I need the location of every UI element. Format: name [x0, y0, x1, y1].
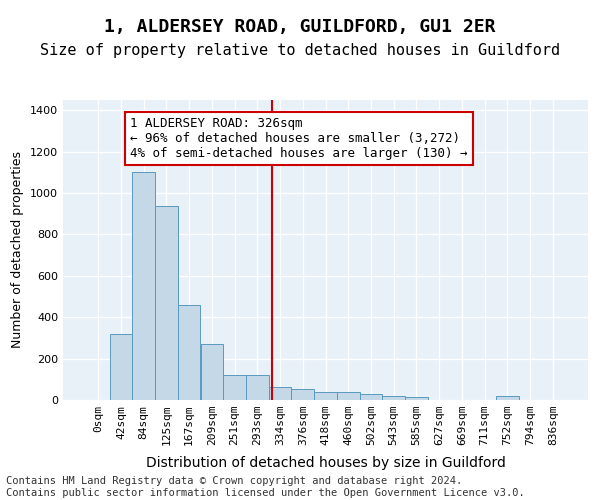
Bar [337, 392, 359, 400]
Bar [155, 206, 178, 400]
X-axis label: Distribution of detached houses by size in Guildford: Distribution of detached houses by size … [146, 456, 505, 470]
Bar [110, 334, 133, 400]
Bar [269, 386, 292, 400]
Y-axis label: Number of detached properties: Number of detached properties [11, 152, 25, 348]
Text: Contains HM Land Registry data © Crown copyright and database right 2024.
Contai: Contains HM Land Registry data © Crown c… [6, 476, 525, 498]
Bar [405, 397, 428, 400]
Bar [359, 394, 382, 400]
Bar [382, 396, 405, 400]
Text: 1, ALDERSEY ROAD, GUILDFORD, GU1 2ER: 1, ALDERSEY ROAD, GUILDFORD, GU1 2ER [104, 18, 496, 36]
Bar [314, 392, 337, 400]
Bar [246, 375, 269, 400]
Text: 1 ALDERSEY ROAD: 326sqm
← 96% of detached houses are smaller (3,272)
4% of semi-: 1 ALDERSEY ROAD: 326sqm ← 96% of detache… [130, 116, 467, 160]
Bar [223, 375, 246, 400]
Bar [133, 172, 155, 400]
Text: Size of property relative to detached houses in Guildford: Size of property relative to detached ho… [40, 42, 560, 58]
Bar [292, 388, 314, 400]
Bar [496, 396, 518, 400]
Bar [200, 344, 223, 400]
Bar [178, 305, 200, 400]
